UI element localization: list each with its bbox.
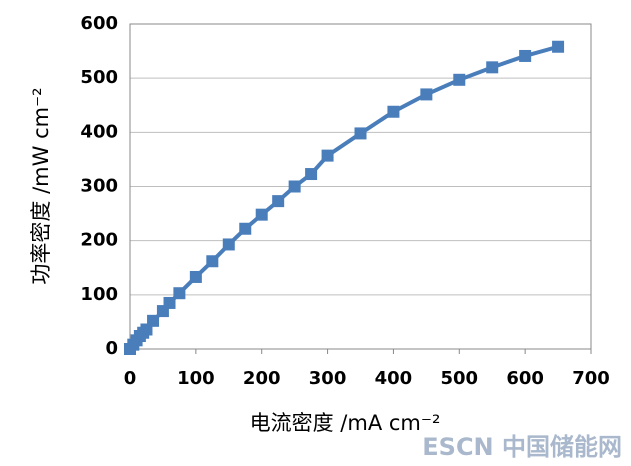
- marker: [163, 296, 176, 309]
- marker: [239, 222, 252, 235]
- watermark: ESCN 中国储能网: [422, 433, 622, 461]
- x-axis-label: 电流密度 /mA cm⁻²: [250, 411, 441, 435]
- marker: [321, 149, 334, 162]
- y-tick-label: 500: [80, 67, 118, 88]
- x-tick-label: 500: [440, 368, 478, 389]
- plot-border: [129, 23, 592, 350]
- x-tick-label: 700: [572, 368, 610, 389]
- marker: [552, 40, 565, 53]
- series-line: [128, 44, 559, 351]
- marker: [387, 105, 400, 118]
- marker: [420, 88, 433, 101]
- marker: [272, 195, 285, 208]
- marker: [173, 287, 186, 300]
- x-tick-label: 0: [124, 368, 137, 389]
- x-tick-label: 300: [309, 368, 347, 389]
- marker: [147, 314, 160, 327]
- x-tick-label: 400: [375, 368, 413, 389]
- marker: [189, 270, 202, 283]
- y-tick-label: 200: [80, 230, 118, 251]
- y-tick-label: 0: [105, 338, 118, 359]
- marker: [453, 73, 466, 86]
- marker: [354, 127, 367, 140]
- x-tick-label: 200: [243, 368, 281, 389]
- marker: [486, 61, 499, 74]
- y-tick-label: 400: [80, 121, 118, 142]
- marker: [288, 180, 301, 193]
- y-tick-label: 600: [80, 13, 118, 34]
- marker: [305, 168, 318, 181]
- y-axis-label: 功率密度 /mW cm⁻²: [29, 87, 53, 284]
- x-tick-label: 600: [506, 368, 544, 389]
- marker: [519, 49, 532, 62]
- y-tick-label: 300: [80, 176, 118, 197]
- y-tick-label: 100: [80, 284, 118, 305]
- marker: [255, 208, 268, 221]
- marker: [206, 255, 219, 268]
- marker: [222, 238, 235, 251]
- x-tick-label: 100: [177, 368, 215, 389]
